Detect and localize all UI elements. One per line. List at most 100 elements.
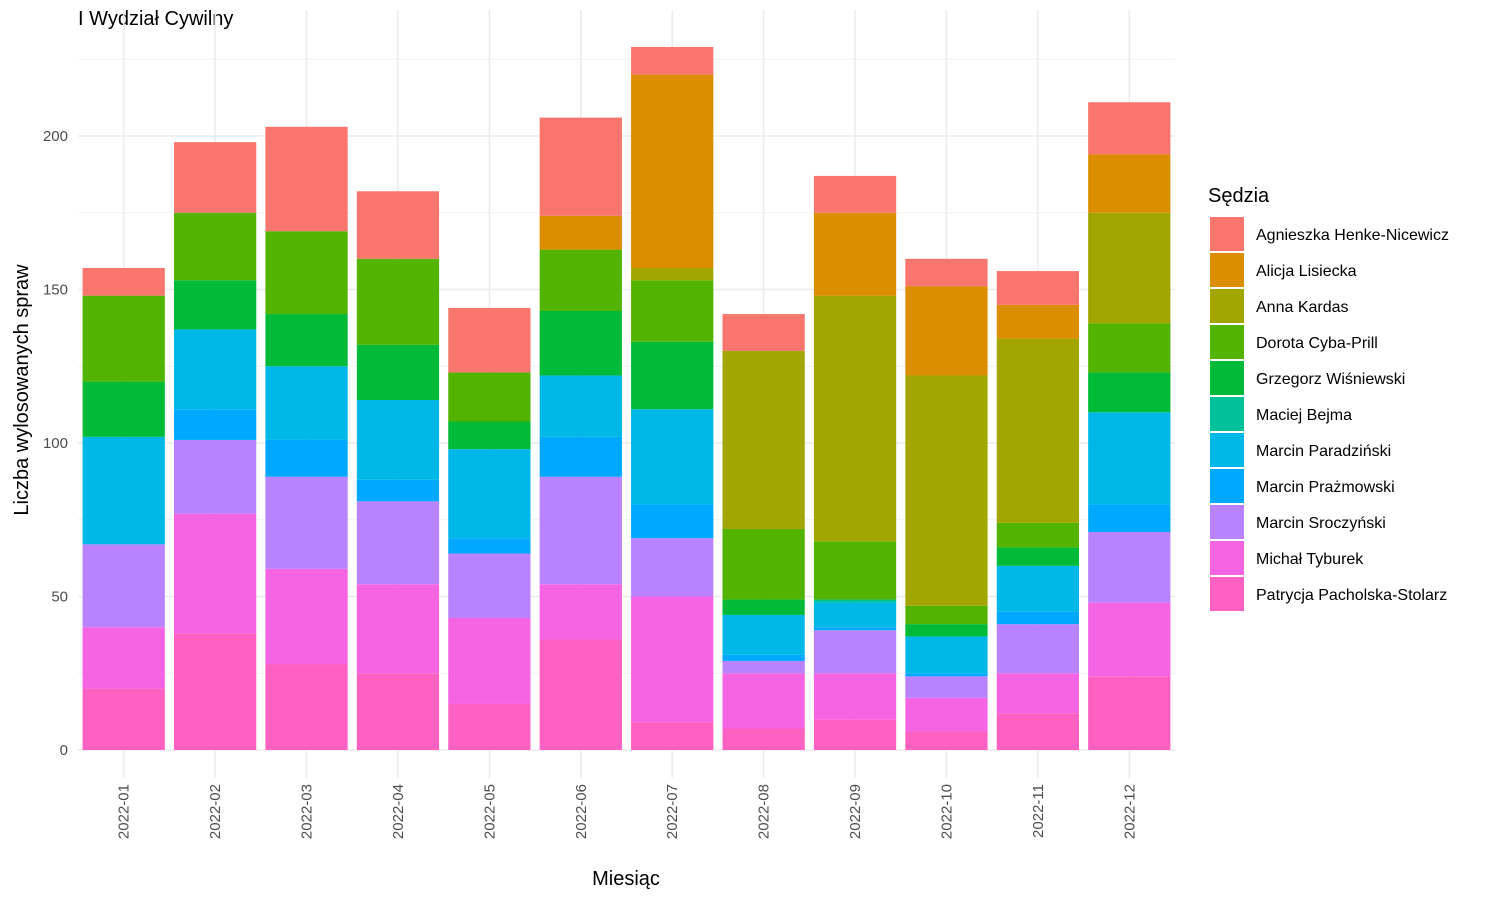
x-tick-label: 2022-09 [847, 784, 864, 839]
x-tick-label: 2022-07 [664, 784, 681, 839]
bar-segment [448, 449, 531, 539]
bar-segment [265, 476, 348, 569]
bar-segment [82, 627, 165, 689]
bar-segment [356, 479, 440, 502]
bar-segment [996, 611, 1080, 625]
bar-segment [722, 654, 805, 661]
legend-label: Anna Kardas [1256, 299, 1349, 316]
legend-label: Alicja Lisiecka [1256, 263, 1357, 280]
bar-segment [448, 421, 531, 450]
bar-segment [1088, 532, 1171, 603]
x-tick-label: 2022-06 [573, 784, 590, 839]
bar-segment [1088, 102, 1171, 155]
bar-segment [82, 268, 165, 296]
bar-segment [265, 126, 348, 232]
legend-label: Marcin Paradziński [1256, 443, 1391, 460]
bar-segment [539, 584, 622, 640]
bar-segment [722, 614, 805, 655]
bar-segment [539, 639, 622, 750]
x-tick-label: 2022-03 [299, 784, 316, 839]
bar-segment [631, 280, 714, 342]
bar-segment [631, 268, 714, 281]
legend-label: Michał Tyburek [1256, 551, 1364, 568]
bar-segment [356, 191, 440, 259]
bar-segment [722, 660, 805, 674]
x-axis-ticks: 2022-01 2022-02 2022-03 2022-04 2022-05 2022-… [116, 784, 1139, 839]
bar-segment [813, 212, 897, 296]
bar-segment [448, 372, 531, 422]
bar-segment [631, 341, 714, 410]
legend: Agnieszka Henke-Nicewicz Alicja Lisiecka A… [1210, 217, 1449, 611]
y-tick-label: 0 [60, 742, 68, 759]
bar-segment [905, 605, 988, 625]
bar-segment [722, 314, 805, 351]
bar-segment [82, 544, 165, 628]
legend-label: Marcin Prażmowski [1256, 479, 1395, 496]
bar-segment [631, 504, 714, 539]
bar-segment [173, 439, 257, 514]
legend-label: Marcin Sroczyński [1256, 515, 1386, 532]
bar-segment [539, 476, 622, 585]
legend-swatch [1210, 433, 1244, 467]
bar-segment [722, 728, 805, 750]
bar-segment [813, 719, 897, 750]
x-tick-label: 2022-02 [207, 784, 224, 839]
bar-segment [631, 596, 714, 723]
bar-segment [448, 307, 531, 373]
legend-swatch [1210, 541, 1244, 575]
bar-segment [265, 439, 348, 477]
bar-segment [173, 513, 257, 634]
bar-segment [448, 538, 531, 554]
bar-segment [631, 46, 714, 75]
bar-segment [813, 673, 897, 720]
bar-segment [631, 409, 714, 505]
bar-segment [722, 599, 805, 615]
bar-segment [996, 304, 1080, 339]
y-tick-label: 200 [43, 128, 68, 145]
bar-segment [813, 599, 897, 603]
bar-segment [813, 630, 897, 674]
bar-segment [813, 602, 897, 628]
y-tick-label: 50 [51, 589, 68, 606]
y-axis-title: Liczba wylosowanych spraw [11, 264, 33, 516]
bar-segment [905, 375, 988, 606]
legend-title: Sędzia [1208, 185, 1270, 207]
bar-segment [82, 436, 165, 545]
bar-segment [356, 400, 440, 480]
bar-segment [1088, 154, 1171, 213]
bar-segment [996, 271, 1080, 305]
bar-segment [265, 568, 348, 665]
bar-segment [173, 280, 257, 330]
legend-swatch [1210, 253, 1244, 287]
bar-segment [82, 295, 165, 382]
bar-segment [356, 584, 440, 674]
bar-segment [905, 624, 988, 637]
bar-segment [539, 375, 622, 437]
legend-swatch [1210, 505, 1244, 539]
legend-swatch [1210, 397, 1244, 431]
y-tick-label: 100 [43, 435, 68, 452]
x-axis-title: Miesiąc [592, 868, 660, 890]
bar-segment [356, 258, 440, 345]
bars [82, 46, 1171, 750]
bar-segment [996, 713, 1080, 750]
bar-segment [1088, 676, 1171, 750]
y-tick-label: 150 [43, 282, 68, 299]
bar-segment [631, 74, 714, 269]
bar-segment [905, 636, 988, 674]
bar-segment [996, 673, 1080, 714]
bar-segment [1088, 372, 1171, 413]
legend-swatch [1210, 325, 1244, 359]
bar-segment [1088, 212, 1171, 324]
bar-segment [631, 538, 714, 597]
bar-segment [356, 673, 440, 750]
bar-segment [905, 258, 988, 287]
bar-segment [173, 409, 257, 440]
bar-segment [722, 673, 805, 729]
legend-swatch [1210, 217, 1244, 251]
bar-segment [448, 703, 531, 750]
bar-segment [813, 175, 897, 213]
bar-segment [1088, 602, 1171, 677]
bar-segment [448, 553, 531, 618]
